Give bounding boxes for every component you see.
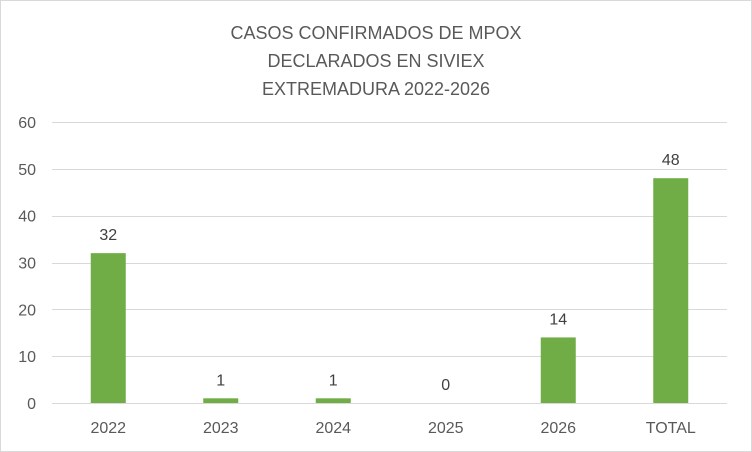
bar-2024 bbox=[315, 398, 351, 403]
y-axis-tick-labels: 0 10 20 30 40 50 60 bbox=[18, 115, 36, 413]
x-tick-label-2023: 2023 bbox=[203, 420, 239, 437]
y-tick-label: 30 bbox=[18, 256, 36, 273]
data-label-2026: 14 bbox=[549, 311, 567, 328]
data-label-total: 48 bbox=[662, 152, 680, 169]
data-label-2022: 32 bbox=[99, 227, 117, 244]
x-axis-tick-labels: 2022 2023 2024 2025 2026 TOTAL bbox=[90, 420, 695, 437]
gridlines bbox=[52, 122, 727, 404]
x-tick-label-2022: 2022 bbox=[90, 420, 126, 437]
chart-title-line-1: CASOS CONFIRMADOS DE MPOX bbox=[230, 23, 522, 43]
y-tick-label: 60 bbox=[18, 115, 36, 132]
chart-title-line-2: DECLARADOS EN SIVIEX bbox=[267, 51, 485, 71]
chart-title: CASOS CONFIRMADOS DE MPOX DECLARADOS EN … bbox=[1, 19, 751, 103]
x-tick-label-total: TOTAL bbox=[646, 420, 696, 437]
bars bbox=[90, 178, 689, 403]
data-label-2025: 0 bbox=[441, 377, 450, 394]
y-tick-label: 50 bbox=[18, 162, 36, 179]
bar-2022 bbox=[90, 253, 126, 403]
data-labels: 32 1 1 0 14 48 bbox=[99, 152, 679, 394]
x-tick-label-2026: 2026 bbox=[540, 420, 576, 437]
bar-2023 bbox=[203, 398, 239, 403]
y-tick-label: 10 bbox=[18, 349, 36, 366]
bar-2026 bbox=[540, 337, 576, 403]
y-tick-label: 40 bbox=[18, 209, 36, 226]
x-tick-label-2025: 2025 bbox=[428, 420, 464, 437]
data-label-2024: 1 bbox=[329, 372, 338, 389]
y-tick-label: 0 bbox=[27, 396, 36, 413]
bar-total bbox=[653, 178, 689, 403]
x-tick-label-2024: 2024 bbox=[315, 420, 351, 437]
y-tick-label: 20 bbox=[18, 302, 36, 319]
data-label-2023: 1 bbox=[216, 372, 225, 389]
chart-title-line-3: EXTREMADURA 2022-2026 bbox=[261, 79, 491, 99]
